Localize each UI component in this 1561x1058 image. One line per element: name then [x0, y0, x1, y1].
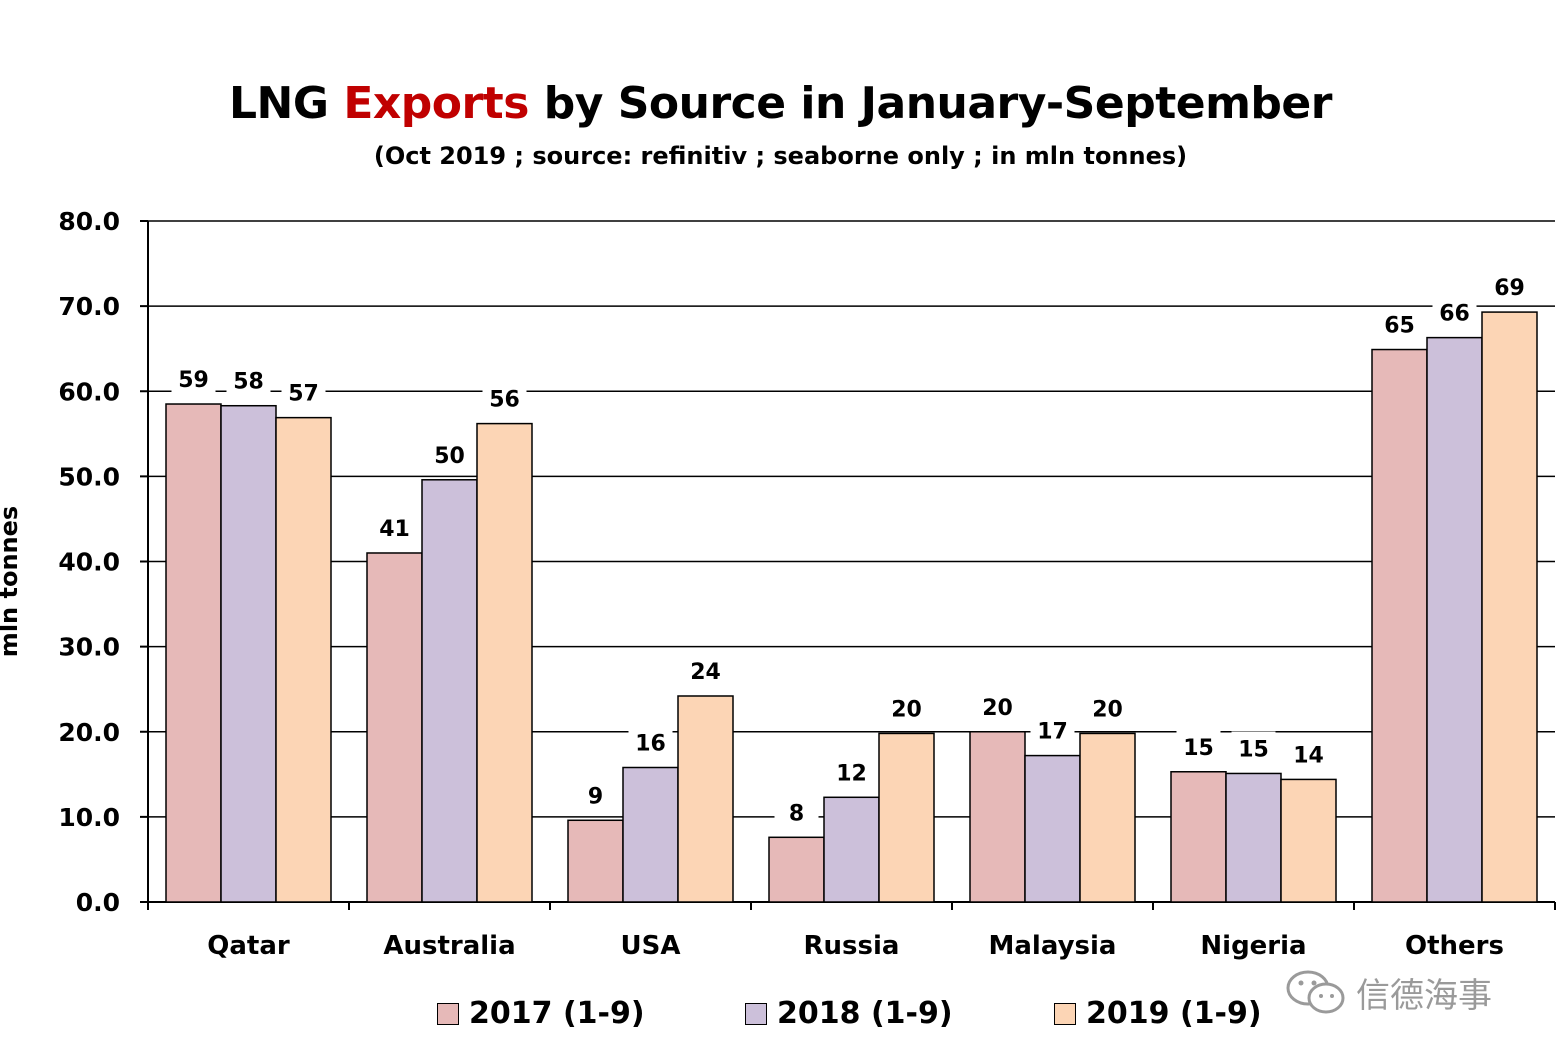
- data-label-usa-2: 24: [690, 660, 721, 685]
- bar-nigeria-1: [1225, 772, 1282, 903]
- bar-qatar-0: [165, 403, 222, 903]
- bar-others-2: [1481, 311, 1538, 903]
- bar-nigeria-2: [1280, 778, 1337, 903]
- data-label-bg-russia-0: [774, 795, 819, 828]
- bar-russia-2: [878, 732, 935, 903]
- data-label-bg-qatar-0: [171, 362, 216, 395]
- bar-russia-0: [768, 836, 825, 903]
- data-label-russia-0: 8: [789, 801, 804, 826]
- data-label-bg-nigeria-0: [1176, 729, 1221, 762]
- x-tick-label-australia: Australia: [383, 931, 515, 961]
- data-label-qatar-2: 57: [288, 382, 319, 407]
- chart-title-highlight: Exports: [343, 78, 529, 129]
- bar-russia-1: [823, 796, 880, 903]
- bar-qatar-1: [220, 404, 277, 903]
- bar-qatar-2: [275, 416, 332, 903]
- x-tick-label-usa: USA: [621, 931, 681, 961]
- y-tick-label-5: 50.0: [58, 462, 120, 491]
- data-label-bg-australia-1: [427, 437, 472, 470]
- data-label-bg-malaysia-2: [1085, 691, 1130, 724]
- bar-malaysia-1: [1024, 754, 1081, 903]
- legend-item-2018: 2018 (1-9): [745, 996, 953, 1031]
- y-tick-label-4: 40.0: [58, 548, 120, 577]
- data-label-bg-others-2: [1487, 270, 1532, 303]
- data-label-bg-usa-2: [683, 653, 728, 686]
- legend-swatch-2017: [437, 1002, 459, 1025]
- data-label-bg-usa-0: [573, 778, 618, 811]
- data-label-usa-0: 9: [588, 784, 603, 809]
- data-label-australia-2: 56: [489, 388, 520, 413]
- y-tick-label-2: 20.0: [58, 718, 120, 747]
- data-label-malaysia-2: 20: [1092, 697, 1123, 722]
- data-label-russia-1: 12: [836, 761, 867, 786]
- watermark-text: 信德海事: [1356, 975, 1492, 1016]
- legend-item-2019: 2019 (1-9): [1054, 996, 1262, 1031]
- y-tick-label-0: 0.0: [76, 888, 120, 917]
- bar-australia-0: [366, 552, 423, 903]
- y-tick-label-6: 60.0: [58, 377, 120, 406]
- legend-label-2018: 2018 (1-9): [777, 996, 953, 1031]
- data-label-bg-russia-1: [829, 755, 874, 788]
- data-label-bg-others-0: [1377, 307, 1422, 340]
- chart-title: LNG Exports by Source in January-Septemb…: [229, 78, 1332, 129]
- legend-item-2017: 2017 (1-9): [437, 996, 645, 1031]
- bar-nigeria-0: [1170, 771, 1227, 903]
- data-label-qatar-1: 58: [233, 370, 264, 395]
- data-label-usa-1: 16: [635, 732, 666, 757]
- legend-label-2019: 2019 (1-9): [1086, 996, 1262, 1031]
- bar-chart: 0.0 10.0 20.0 30.0 40.0 50.0 60.0 70.0 80.0 mln t…: [0, 207, 1556, 961]
- x-tick-label-malaysia: Malaysia: [989, 931, 1117, 961]
- data-label-others-0: 65: [1384, 314, 1415, 339]
- data-label-bg-malaysia-0: [975, 689, 1020, 722]
- data-label-bg-nigeria-1: [1231, 731, 1276, 764]
- data-label-bg-russia-2: [884, 691, 929, 724]
- x-tick-label-russia: Russia: [804, 931, 900, 961]
- bar-malaysia-0: [969, 731, 1026, 903]
- bar-usa-2: [677, 695, 734, 903]
- data-label-others-2: 69: [1494, 276, 1525, 301]
- legend-swatch-2018: [745, 1002, 767, 1025]
- bar-australia-1: [421, 479, 478, 903]
- data-label-others-1: 66: [1439, 302, 1470, 327]
- legend: 2017 (1-9) 2018 (1-9) 2019 (1-9): [0, 996, 1561, 1040]
- wechat-icon: [1286, 970, 1345, 1014]
- bar-malaysia-2: [1079, 732, 1136, 903]
- data-label-malaysia-0: 20: [982, 696, 1013, 721]
- x-tick-label-nigeria: Nigeria: [1200, 931, 1306, 961]
- data-label-bg-nigeria-2: [1286, 737, 1331, 770]
- bar-others-1: [1426, 336, 1483, 903]
- y-tick-label-3: 30.0: [58, 633, 120, 662]
- data-label-bg-qatar-2: [281, 375, 326, 408]
- y-tick-label-1: 10.0: [58, 803, 120, 832]
- data-label-qatar-0: 59: [178, 368, 209, 393]
- data-label-nigeria-0: 15: [1183, 736, 1214, 761]
- y-tick-label-8: 80.0: [58, 207, 120, 236]
- bar-australia-2: [476, 422, 533, 903]
- data-label-malaysia-1: 17: [1037, 720, 1068, 745]
- data-label-bg-australia-2: [482, 381, 527, 414]
- data-label-australia-1: 50: [434, 444, 465, 469]
- data-label-bg-usa-1: [628, 725, 673, 758]
- data-label-russia-2: 20: [891, 697, 922, 722]
- x-tick-label-others: Others: [1405, 931, 1504, 961]
- legend-label-2017: 2017 (1-9): [469, 996, 645, 1031]
- bar-usa-1: [622, 766, 679, 903]
- data-label-australia-0: 41: [379, 517, 410, 542]
- y-tick-label-7: 70.0: [58, 292, 120, 321]
- watermark: 信德海事: [1284, 966, 1492, 1018]
- bar-usa-0: [567, 819, 624, 903]
- y-axis-label: mln tonnes: [0, 506, 23, 657]
- chart-subtitle: (Oct 2019 ; source: refinitiv ; seaborne…: [373, 142, 1188, 170]
- legend-swatch-2019: [1054, 1002, 1076, 1025]
- data-label-bg-australia-0: [372, 510, 417, 543]
- bar-others-0: [1371, 348, 1428, 903]
- data-label-bg-malaysia-1: [1030, 713, 1075, 746]
- data-label-nigeria-1: 15: [1238, 737, 1269, 762]
- data-label-nigeria-2: 14: [1293, 743, 1324, 768]
- data-label-bg-others-1: [1432, 295, 1477, 328]
- x-tick-label-qatar: Qatar: [207, 931, 290, 961]
- data-label-bg-qatar-1: [226, 363, 271, 396]
